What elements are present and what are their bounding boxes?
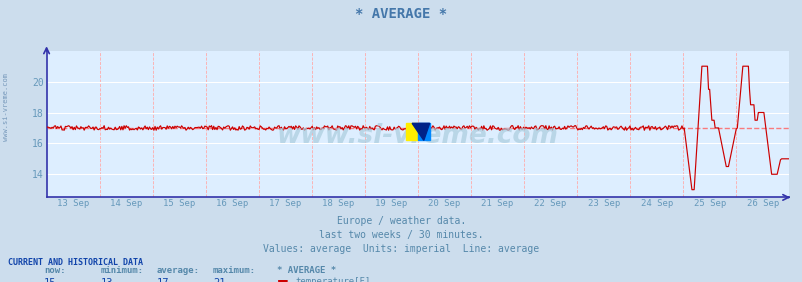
Text: * AVERAGE *: * AVERAGE * xyxy=(277,266,336,276)
Text: Values: average  Units: imperial  Line: average: Values: average Units: imperial Line: av… xyxy=(263,244,539,254)
Text: 17: 17 xyxy=(156,278,169,282)
Text: www.si-vreme.com: www.si-vreme.com xyxy=(277,123,558,149)
Text: now:: now: xyxy=(44,266,66,276)
Text: minimum:: minimum: xyxy=(100,266,144,276)
Text: 15: 15 xyxy=(44,278,57,282)
Text: average:: average: xyxy=(156,266,200,276)
Text: CURRENT AND HISTORICAL DATA: CURRENT AND HISTORICAL DATA xyxy=(8,258,143,267)
Text: * AVERAGE *: * AVERAGE * xyxy=(355,7,447,21)
Bar xyxy=(418,123,429,140)
Text: 13: 13 xyxy=(100,278,113,282)
Bar xyxy=(406,123,418,140)
Polygon shape xyxy=(411,123,429,140)
Text: www.si-vreme.com: www.si-vreme.com xyxy=(2,73,9,141)
Text: temperature[F]: temperature[F] xyxy=(295,277,371,282)
Text: Europe / weather data.: Europe / weather data. xyxy=(337,216,465,226)
Text: maximum:: maximum: xyxy=(213,266,256,276)
Text: ■: ■ xyxy=(277,277,289,282)
Text: 21: 21 xyxy=(213,278,225,282)
Text: last two weeks / 30 minutes.: last two weeks / 30 minutes. xyxy=(319,230,483,240)
